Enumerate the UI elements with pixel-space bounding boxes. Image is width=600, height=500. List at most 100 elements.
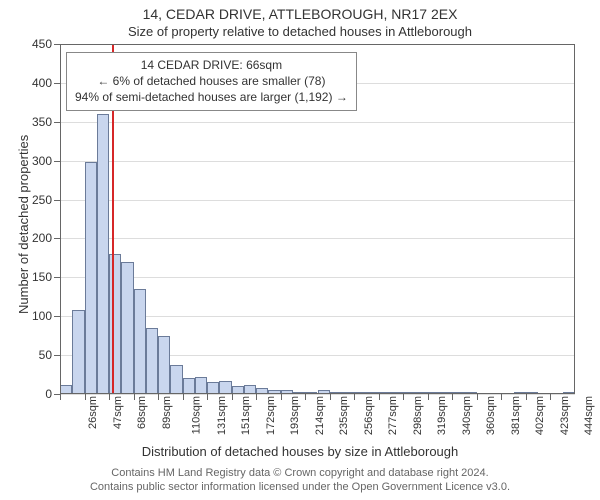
xtick-label: 235sqm (338, 396, 350, 435)
histogram-bar (550, 393, 562, 394)
histogram-bar (452, 392, 464, 394)
y-axis-label: Number of detached properties (16, 135, 31, 314)
xtick (477, 394, 478, 400)
xtick (501, 394, 502, 400)
gridline (60, 394, 575, 395)
xtick-label: 256sqm (363, 396, 375, 435)
histogram-bar (538, 393, 550, 394)
xtick (134, 394, 135, 400)
histogram-bar (330, 392, 342, 394)
xtick (403, 394, 404, 400)
x-axis-label: Distribution of detached houses by size … (0, 444, 600, 459)
ytick-label: 0 (45, 387, 52, 401)
attribution-line: Contains public sector information licen… (0, 480, 600, 494)
histogram-bar (416, 392, 428, 394)
xtick (256, 394, 257, 400)
gridline (60, 238, 575, 239)
histogram-bar (501, 393, 513, 394)
histogram-bar (97, 114, 109, 394)
ytick (54, 83, 60, 84)
xtick (183, 394, 184, 400)
xtick (452, 394, 453, 400)
ytick (54, 355, 60, 356)
histogram-bar (256, 388, 268, 394)
xtick (354, 394, 355, 400)
histogram-bar (391, 392, 403, 394)
xtick (207, 394, 208, 400)
xtick-label: 381sqm (510, 396, 522, 435)
ytick-label: 300 (32, 154, 52, 168)
attribution-text: Contains HM Land Registry data © Crown c… (0, 466, 600, 495)
histogram-bar (195, 377, 207, 394)
ytick-label: 350 (32, 115, 52, 129)
xtick (379, 394, 380, 400)
ytick (54, 200, 60, 201)
histogram-bar (134, 289, 146, 394)
histogram-bar (379, 392, 391, 394)
histogram-bar (170, 365, 182, 394)
histogram-bar (207, 382, 219, 394)
xtick (232, 394, 233, 400)
histogram-bar (268, 390, 280, 394)
ytick (54, 122, 60, 123)
plot-area: 14 CEDAR DRIVE: 66sqm← 6% of detached ho… (60, 44, 575, 394)
xtick (158, 394, 159, 400)
gridline (60, 44, 575, 45)
histogram-bar (526, 392, 538, 394)
xtick (60, 394, 61, 400)
xtick (305, 394, 306, 400)
xtick-label: 423sqm (559, 396, 571, 435)
xtick-label: 172sqm (265, 396, 277, 435)
xtick-label: 151sqm (240, 396, 252, 435)
gridline (60, 161, 575, 162)
ytick (54, 316, 60, 317)
xtick (428, 394, 429, 400)
xtick (109, 394, 110, 400)
xtick-label: 131sqm (216, 396, 228, 435)
gridline (60, 122, 575, 123)
callout-line: 94% of semi-detached houses are larger (… (75, 89, 348, 105)
xtick-label: 340sqm (461, 396, 473, 435)
histogram-bar (244, 385, 256, 394)
xtick-label: 26sqm (87, 396, 99, 429)
histogram-bar (403, 392, 415, 394)
ytick-label: 100 (32, 309, 52, 323)
histogram-bar (158, 336, 170, 394)
histogram-bar (60, 385, 72, 394)
ytick-label: 50 (39, 348, 52, 362)
histogram-bar (465, 392, 477, 394)
histogram-bar (318, 390, 330, 394)
xtick-label: 110sqm (190, 396, 202, 434)
ytick-label: 250 (32, 193, 52, 207)
histogram-bar (305, 392, 317, 394)
xtick (550, 394, 551, 400)
histogram-bar (563, 392, 575, 394)
histogram-bar (281, 390, 293, 394)
callout-line: ← 6% of detached houses are smaller (78) (75, 73, 348, 89)
ytick (54, 44, 60, 45)
histogram-bar (219, 381, 231, 394)
ytick-label: 200 (32, 231, 52, 245)
ytick-label: 400 (32, 76, 52, 90)
callout-box: 14 CEDAR DRIVE: 66sqm← 6% of detached ho… (66, 52, 357, 111)
xtick-label: 360sqm (486, 396, 498, 435)
xtick (85, 394, 86, 400)
xtick (526, 394, 527, 400)
callout-line: 14 CEDAR DRIVE: 66sqm (75, 57, 348, 73)
histogram-bar (477, 393, 489, 394)
histogram-bar (121, 262, 133, 394)
histogram-bar (183, 378, 195, 394)
chart-stage: 14, CEDAR DRIVE, ATTLEBOROUGH, NR17 2EX … (0, 0, 600, 500)
histogram-bar (354, 392, 366, 394)
chart-subtitle: Size of property relative to detached ho… (0, 24, 600, 39)
histogram-bar (72, 310, 84, 394)
histogram-bar (146, 328, 158, 394)
ytick-label: 450 (32, 37, 52, 51)
histogram-bar (109, 254, 121, 394)
ytick (54, 238, 60, 239)
xtick-label: 444sqm (584, 396, 596, 435)
histogram-bar (489, 393, 501, 394)
xtick-label: 89sqm (161, 396, 173, 429)
histogram-bar (440, 392, 452, 394)
histogram-bar (232, 386, 244, 394)
